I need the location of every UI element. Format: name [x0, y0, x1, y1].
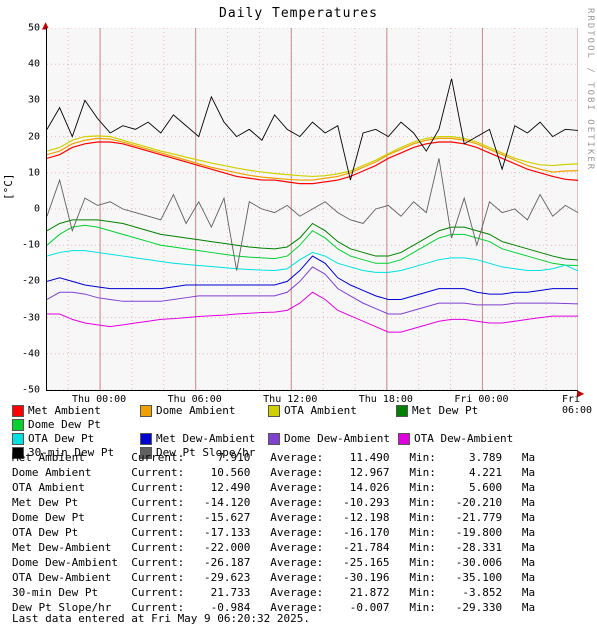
- legend-swatch-icon: [12, 405, 24, 417]
- series-ota-dew-pt: [47, 251, 578, 273]
- series-met-dew-pt: [47, 220, 578, 260]
- legend-swatch-icon: [268, 433, 280, 445]
- legend-item: Dome Dew-Ambient: [268, 432, 390, 446]
- legend-label: Met Dew-Ambient: [156, 432, 255, 446]
- series-dome-dew-pt: [47, 225, 578, 265]
- watermark: RRDTOOL / TOBI OETIKER: [585, 8, 595, 171]
- legend-swatch-icon: [12, 433, 24, 445]
- footer-text: Last data entered at Fri May 9 06:20:32 …: [12, 612, 310, 625]
- plot-area: [46, 28, 578, 391]
- series-met-ambient: [47, 142, 578, 184]
- legend-label: Met Dew Pt: [412, 404, 478, 418]
- legend-item: OTA Ambient: [268, 404, 388, 418]
- legend-swatch-icon: [140, 433, 152, 445]
- legend-label: Dome Ambient: [156, 404, 235, 418]
- ytick-label: 10: [0, 167, 40, 178]
- legend-item: OTA Dew-Ambient: [398, 432, 518, 446]
- legend-item: Dome Dew Pt: [12, 418, 132, 432]
- legend-item: Met Dew-Ambient: [140, 432, 260, 446]
- ytick-label: -30: [0, 312, 40, 323]
- ytick-label: -50: [0, 385, 40, 396]
- legend-item: Dome Ambient: [140, 404, 260, 418]
- ytick-label: 40: [0, 59, 40, 70]
- series-dew-pt-slope-hr: [47, 158, 578, 270]
- legend-swatch-icon: [398, 433, 410, 445]
- legend-swatch-icon: [396, 405, 408, 417]
- chart-title: Daily Temperatures: [0, 6, 597, 21]
- legend-swatch-icon: [12, 419, 24, 431]
- legend-label: Dome Dew-Ambient: [284, 432, 390, 446]
- legend-label: OTA Dew-Ambient: [414, 432, 513, 446]
- xtick-label: Thu 18:00: [359, 394, 413, 405]
- ytick-label: -40: [0, 348, 40, 359]
- xtick-label: Fri 06:00: [562, 394, 592, 416]
- ytick-label: 20: [0, 131, 40, 142]
- xtick-label: Fri 00:00: [454, 394, 508, 405]
- series-ota-dew-ambient: [47, 292, 578, 332]
- ytick-label: -20: [0, 276, 40, 287]
- legend-item: Met Dew Pt: [396, 404, 516, 418]
- legend-swatch-icon: [140, 405, 152, 417]
- series-dome-dew-ambient: [47, 267, 578, 314]
- series-30-min-dew-pt: [47, 79, 578, 180]
- ytick-label: 50: [0, 23, 40, 34]
- stats-block: Met Ambient Current: 7.910 Average: 11.4…: [12, 450, 587, 615]
- xtick-label: Thu 12:00: [263, 394, 317, 405]
- legend-label: OTA Dew Pt: [28, 432, 94, 446]
- legend-label: Dome Dew Pt: [28, 418, 101, 432]
- legend-item: OTA Dew Pt: [12, 432, 132, 446]
- xtick-label: Thu 00:00: [72, 394, 126, 405]
- xtick-label: Thu 06:00: [168, 394, 222, 405]
- legend-label: Met Ambient: [28, 404, 101, 418]
- ytick-label: 30: [0, 95, 40, 106]
- series-met-dew-ambient: [47, 256, 578, 299]
- ytick-label: 0: [0, 204, 40, 215]
- legend-label: OTA Ambient: [284, 404, 357, 418]
- legend-swatch-icon: [268, 405, 280, 417]
- chart-container: Daily Temperatures RRDTOOL / TOBI OETIKE…: [0, 0, 597, 633]
- legend-item: Met Ambient: [12, 404, 132, 418]
- ytick-label: -10: [0, 240, 40, 251]
